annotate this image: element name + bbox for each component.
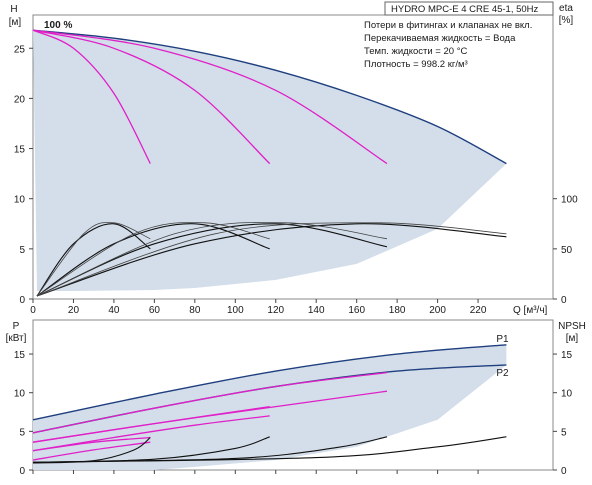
chart-title: HYDRO MPC-E 4 CRE 45-1, 50Hz: [391, 4, 539, 15]
y-tick-label-1: 5: [19, 245, 25, 256]
y-tick-label-4: 20: [14, 94, 26, 105]
x-axis-name: Q [м³/ч]: [513, 305, 548, 316]
y-tick-label-0: 0: [19, 295, 25, 306]
title-box: [384, 1, 554, 16]
p1-curve-label: P1: [496, 334, 509, 345]
top-curve-7: [36, 223, 507, 297]
y2-axis-name: eta: [559, 3, 573, 14]
info-note-1: Перекачиваемая жидкость = Вода: [364, 33, 516, 44]
bottom-y2-tick-label-0: 0: [561, 466, 567, 477]
top-curve-0: [32, 29, 507, 165]
bottom-curve-2: [32, 371, 388, 434]
top-curve-1: [32, 29, 151, 164]
x-tick-label-5: 100: [227, 305, 244, 316]
bottom-y-tick-label-2: 10: [14, 389, 26, 400]
npsh-axis-unit: [м]: [566, 333, 579, 344]
y2-axis-unit: [%]: [559, 15, 574, 26]
info-note-3: Плотность = 998.2 кг/м³: [364, 59, 468, 70]
x-tick-label-4: 80: [189, 305, 201, 316]
p2-curve-label: P2: [496, 368, 509, 379]
top-thin-curve-0: [36, 222, 151, 297]
bottom-y-tick-label-0: 0: [19, 466, 25, 477]
top-curve-5: [36, 223, 270, 297]
x-tick-label-6: 120: [267, 305, 284, 316]
operating-area-top: [33, 30, 507, 291]
x-tick-label-0: 0: [30, 305, 36, 316]
y2-tick-label-1: 50: [561, 245, 573, 256]
top-thin-curve-2: [36, 222, 388, 297]
x-tick-label-3: 60: [149, 305, 161, 316]
p-axis-name: P: [13, 321, 20, 332]
x-tick-label-10: 200: [429, 305, 446, 316]
bottom-curve-6: [32, 436, 151, 452]
bottom-curve-11: [32, 436, 507, 463]
y-tick-label-3: 15: [14, 145, 26, 156]
bottom-curve-0: [32, 344, 507, 421]
x-tick-label-2: 40: [108, 305, 120, 316]
x-tick-label-7: 140: [308, 305, 325, 316]
top-curve-3: [32, 29, 388, 165]
x-tick-label-8: 160: [348, 305, 365, 316]
bottom-y-tick-label-3: 15: [14, 350, 26, 361]
top-curve-2: [32, 29, 271, 165]
bottom-curve-4: [32, 405, 270, 443]
npsh-axis-name: NPSH: [558, 321, 586, 332]
p-axis-unit: [кВт]: [6, 333, 27, 344]
y-axis-unit: [м]: [9, 17, 22, 28]
y-tick-label-5: 25: [14, 44, 26, 55]
y2-tick-label-2: 100: [561, 195, 578, 206]
speed-label: 100 %: [44, 20, 72, 31]
y2-tick-label-0: 0: [561, 295, 567, 306]
bottom-curve-8: [32, 437, 151, 464]
bottom-curve-7: [32, 441, 151, 461]
info-note-2: Темп. жидкости = 20 °C: [364, 46, 467, 57]
bottom-y2-tick-label-3: 15: [561, 350, 573, 361]
bottom-y2-tick-label-2: 10: [561, 389, 573, 400]
x-tick-label-11: 220: [470, 305, 487, 316]
bottom-y-tick-label-1: 5: [19, 427, 25, 438]
y-axis-name: H: [10, 4, 17, 15]
info-note-0: Потери в фитингах и клапанах не вкл.: [364, 20, 532, 31]
top-thin-curve-3: [36, 222, 507, 297]
x-tick-label-9: 180: [389, 305, 406, 316]
y-tick-label-2: 10: [14, 195, 26, 206]
bottom-y2-tick-label-1: 5: [561, 427, 567, 438]
x-tick-label-1: 20: [68, 305, 80, 316]
